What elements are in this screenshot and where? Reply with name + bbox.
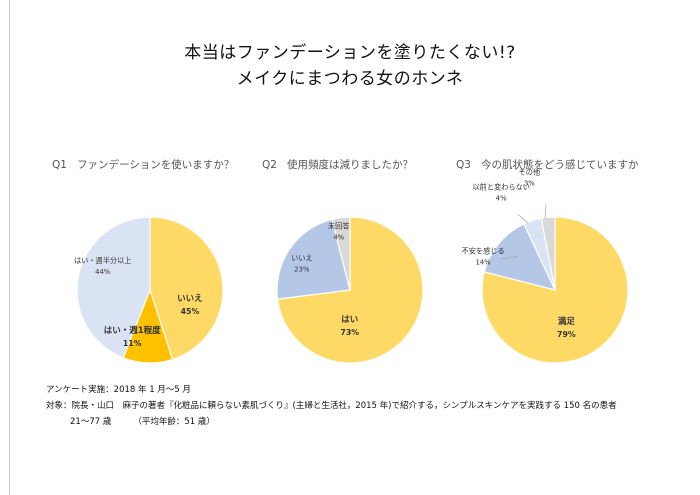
q1-slice-label-1: いいえ [177, 294, 203, 304]
q1-slice-value-2: 11% [123, 339, 142, 348]
q3-slice-value-3: 4% [496, 195, 507, 203]
q2-slice-3 [331, 216, 351, 291]
q3-leader-line-3 [517, 214, 529, 224]
q1-slice-3 [76, 216, 151, 359]
q1-slice-1 [149, 216, 224, 361]
q1-slice-label-3: はい・週半分以上 [74, 256, 132, 265]
survey-ages: 21～77 歳 （平均年齢：51 歳） [70, 415, 215, 427]
q3-slice-label-3: 以前と変わらない [472, 183, 530, 192]
age-range: 21～77 歳 [70, 417, 112, 427]
q3-slice-value-4: 3% [524, 180, 535, 188]
q2-pie-chart: はい 73% いいえ 23% 未回答 4% [276, 216, 424, 364]
q2-slice-value-1: 73% [340, 328, 359, 337]
subtitle: メイクにまつわる女のホンネ [236, 69, 464, 89]
q1-label: Q1 ファンデーションを使いますか？ [52, 157, 234, 172]
q2-slice-value-3: 4% [333, 234, 344, 242]
q3-pie-chart: 満足 79% 不安を感じる 14% 以前と変わらない 4% その他 3% [462, 168, 629, 364]
q2-label: Q2 使用頻度は減りましたか？ [262, 157, 413, 172]
q3-number: Q3 [456, 159, 471, 171]
q1-question: ファンデーションを使いますか？ [76, 159, 235, 171]
q1-slice-label-2: はい・週1程度 [104, 325, 161, 336]
q3-slice-label-4: その他 [519, 168, 541, 177]
q1-number: Q1 [52, 159, 67, 171]
q3-slice-value-1: 79% [557, 330, 576, 339]
q3-slice-4 [540, 216, 556, 291]
q3-leader-line-2 [501, 256, 518, 260]
q3-slice-label-2: 不安を感じる [462, 247, 505, 256]
main-title: 本当はファンデーションを塗りたくない!? [184, 43, 516, 63]
q2-question: 使用頻度は減りましたか？ [286, 159, 413, 171]
survey-subjects: 対象：院長・山口 麻子の著者『化粧品に頼らない素肌づくり』(主婦と生活社，201… [46, 401, 617, 411]
q3-slice-2 [483, 223, 557, 291]
q3-slice-value-2: 14% [476, 259, 492, 267]
q3-slice-label-1: 満足 [558, 316, 576, 327]
q1-slice-value-3: 44% [95, 268, 111, 276]
survey-period: アンケート実施：2018 年 1 月～5 月 [46, 385, 191, 395]
q1-slice-value-1: 45% [181, 307, 200, 316]
q2-slice-2 [276, 218, 351, 300]
q3-question: 今の肌状態をどう感じていますか [480, 159, 639, 171]
q2-slice-label-3: 未回答 [328, 222, 350, 231]
q3-label: Q3 今の肌状態をどう感じていますか [456, 157, 638, 172]
average-age: （平均年齢：51 歳） [133, 417, 215, 427]
q2-slice-label-1: はい [341, 315, 358, 325]
q1-pie-chart: いいえ 45% はい・週1程度 11% はい・週半分以上 44% [74, 216, 224, 364]
q2-slice-value-2: 23% [294, 266, 310, 274]
q2-number: Q2 [262, 159, 277, 171]
q3-leader-line-4 [544, 204, 547, 219]
left-border-line [9, 0, 10, 495]
q2-slice-label-2: いいえ [291, 254, 313, 263]
